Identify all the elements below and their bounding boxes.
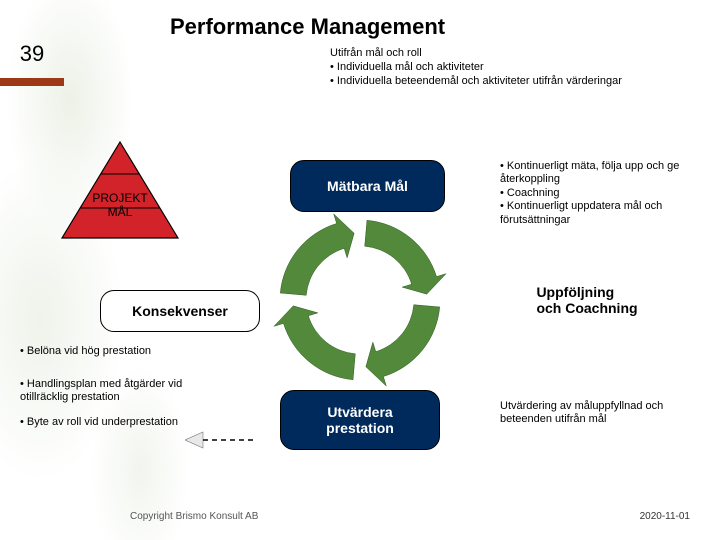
annotation-right-top: • Kontinuerligt mäta, följa upp och ge å… xyxy=(500,160,710,227)
top-list-item: • Individuella mål och aktiviteter xyxy=(330,60,650,74)
projekt-triangle: PROJEKT MÅL xyxy=(60,140,180,240)
box-utvardera-prestation: Utvärdera prestation xyxy=(280,390,440,450)
anno-line: • Coachning xyxy=(500,187,710,200)
annotation-left-3: • Byte av roll vid underprestation xyxy=(20,416,190,429)
top-list-lead: Utifrån mål och roll xyxy=(330,46,650,60)
box-matbara-label: Mätbara Mål xyxy=(327,178,408,194)
copyright: Copyright Brismo Konsult AB xyxy=(130,511,258,522)
anno-line: • Kontinuerligt uppdatera mål och föruts… xyxy=(500,200,710,227)
box-prestation-line2: prestation xyxy=(326,420,394,436)
box-matbara-mal: Mätbara Mål xyxy=(290,160,445,212)
annotation-left-1: • Belöna vid hög prestation xyxy=(20,345,190,358)
cycle-icon xyxy=(260,200,460,400)
box-uppfoljning: Uppföljning och Coachning xyxy=(500,284,670,336)
accent-bar xyxy=(0,78,64,86)
top-list-text: Individuella mål och aktiviteter xyxy=(337,61,484,73)
triangle-label: PROJEKT MÅL xyxy=(60,192,180,220)
box-prestation-line1: Utvärdera xyxy=(327,404,392,420)
box-konsekvenser: Konsekvenser xyxy=(100,290,260,332)
top-list-item: • Individuella beteendemål och aktivitet… xyxy=(330,74,650,88)
arrow-left-icon xyxy=(185,430,255,450)
triangle-label-1: PROJEKT xyxy=(92,191,147,205)
box-uppfolj-line1: Uppföljning xyxy=(536,284,614,300)
page-number: 39 xyxy=(0,30,64,78)
dashed-arrow xyxy=(185,430,255,450)
top-list-text: Individuella beteendemål och aktiviteter… xyxy=(337,75,622,87)
anno-line: • Kontinuerligt mäta, följa upp och ge å… xyxy=(500,160,710,187)
slide: 39 Performance Management Utifrån mål oc… xyxy=(0,0,720,540)
triangle-icon xyxy=(60,140,180,240)
top-bullets: Utifrån mål och roll • Individuella mål … xyxy=(330,46,650,88)
annotation-right-bottom: Utvärdering av måluppfyllnad och beteend… xyxy=(500,400,710,427)
box-uppfolj-line2: och Coachning xyxy=(536,300,637,316)
page-title: Performance Management xyxy=(170,14,445,40)
annotation-left-2: • Handlingsplan med åtgärder vid otillrä… xyxy=(20,378,190,405)
box-konsekvenser-label: Konsekvenser xyxy=(132,303,228,319)
date: 2020-11-01 xyxy=(640,511,690,522)
triangle-label-2: MÅL xyxy=(108,205,133,219)
cycle-arrows xyxy=(260,200,460,400)
